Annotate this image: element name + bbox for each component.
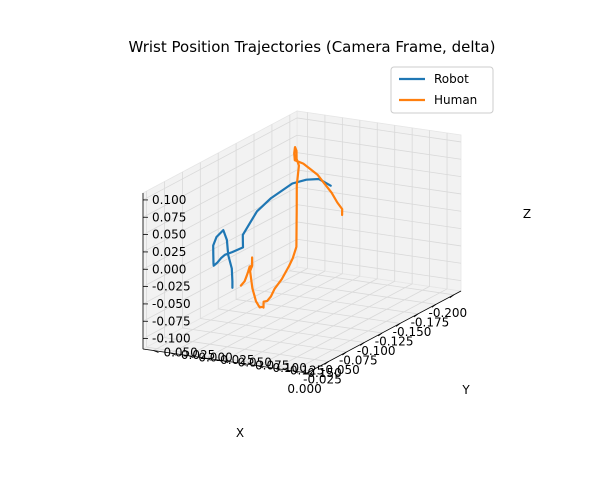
z-axis-label: Z [523, 207, 531, 221]
gridline-z-wall-x [296, 221, 462, 247]
x-tick-label: -0.075 [339, 353, 378, 367]
gridline-z-wall-x [296, 169, 462, 195]
y-tick-label: -0.025 [216, 353, 255, 367]
y-tick-mark [188, 355, 194, 359]
x-tick-mark [324, 361, 329, 365]
y-tick-mark [240, 362, 246, 366]
gridline-z-wall-y [142, 117, 298, 201]
y-tick-label: 0.025 [181, 348, 215, 362]
y-tick-label: 0.000 [198, 351, 232, 365]
gridline-z-wall-x [296, 117, 462, 143]
x-tick-label: -0.025 [303, 373, 342, 387]
z-tick-label: 0.075 [152, 210, 186, 224]
x-tick-label: 0.000 [287, 382, 321, 396]
y-tick-label: -0.125 [286, 363, 325, 377]
z-tick-label: -0.100 [152, 332, 191, 346]
legend-label-human: Human [434, 93, 477, 107]
y-tick-mark [275, 368, 281, 371]
z-tick-label: -0.025 [152, 280, 191, 294]
x-tick-label: -0.200 [428, 306, 467, 320]
y-axis-line [142, 348, 308, 374]
gridline-y-floor [275, 286, 430, 369]
y-tick-label: -0.150 [303, 366, 342, 380]
x-tick-mark [342, 351, 347, 356]
series-line-robot [212, 177, 332, 289]
z-tick-label: 0.100 [152, 193, 186, 207]
x-tick-mark [449, 294, 455, 299]
gridline-z-wall-x [296, 204, 462, 229]
gridline-y-floor [257, 283, 413, 367]
y-tick-label: -0.050 [233, 356, 272, 370]
y-tick-label: 0.050 [163, 346, 197, 360]
gridline-y-floor [205, 275, 360, 359]
plot-area [212, 146, 344, 309]
y-tick-mark [153, 350, 159, 353]
y-tick-mark [170, 352, 177, 356]
gridline-z-wall-x [296, 134, 462, 160]
chart-title: Wrist Position Trajectories (Camera Fram… [129, 38, 496, 56]
gridline-y-floor [188, 273, 343, 356]
gridline-z-wall-x [296, 238, 462, 264]
x-axis-label: X [236, 426, 244, 440]
legend: Robot Human [390, 66, 494, 114]
gridline-y-floor [170, 270, 326, 354]
y-tick-mark [258, 365, 264, 369]
x-tick-mark [306, 370, 311, 375]
y-tick-mark [205, 357, 211, 361]
z-tick-label: -0.075 [152, 314, 191, 328]
x-tick-mark [377, 332, 383, 337]
gridline-z-wall-x [296, 256, 462, 281]
y-tick-label: -0.075 [251, 358, 290, 372]
gridline-y-floor [292, 288, 448, 372]
gridline-z-wall-y [142, 204, 298, 287]
gridline-y-floor [240, 280, 395, 364]
legend-label-robot: Robot [434, 72, 469, 86]
series-line-human [239, 146, 344, 309]
gridline-y-floor [153, 268, 308, 351]
gridline-z-wall-y [142, 134, 298, 218]
z-tick-label: -0.050 [152, 297, 191, 311]
x-tick-mark [360, 342, 365, 346]
gridline-z-wall-x [296, 186, 462, 212]
x-tick-label: -0.050 [321, 363, 360, 377]
x-tick-mark [431, 304, 437, 308]
gridline-z-wall-y [142, 169, 298, 253]
gridline-z-wall-y [142, 221, 298, 305]
gridline-z-wall-x [296, 152, 462, 177]
gridline-z-wall-y [142, 256, 298, 339]
x-tick-mark [395, 323, 401, 327]
z-tick-label: 0.050 [152, 228, 186, 242]
axes-3d: -0.200-0.175-0.150-0.125-0.100-0.075-0.0… [141, 110, 531, 440]
gridline-z-wall-y [142, 186, 298, 270]
z-tick-label: 0.025 [152, 245, 186, 259]
x-tick-label: -0.175 [411, 315, 450, 329]
y-tick-mark [292, 370, 299, 374]
x-tick-label: -0.100 [357, 344, 396, 358]
x-tick-label: -0.150 [393, 325, 432, 339]
gridline-z-wall-y [142, 152, 298, 235]
x-tick-mark [413, 313, 419, 318]
gridline-y-floor [223, 278, 378, 362]
y-tick-mark [223, 360, 229, 364]
gridline-z-wall-y [142, 238, 298, 322]
y-tick-label: -0.100 [268, 361, 307, 375]
x-tick-label: -0.125 [375, 334, 414, 348]
y-axis-label: Y [461, 383, 470, 397]
z-tick-label: 0.000 [152, 262, 186, 276]
